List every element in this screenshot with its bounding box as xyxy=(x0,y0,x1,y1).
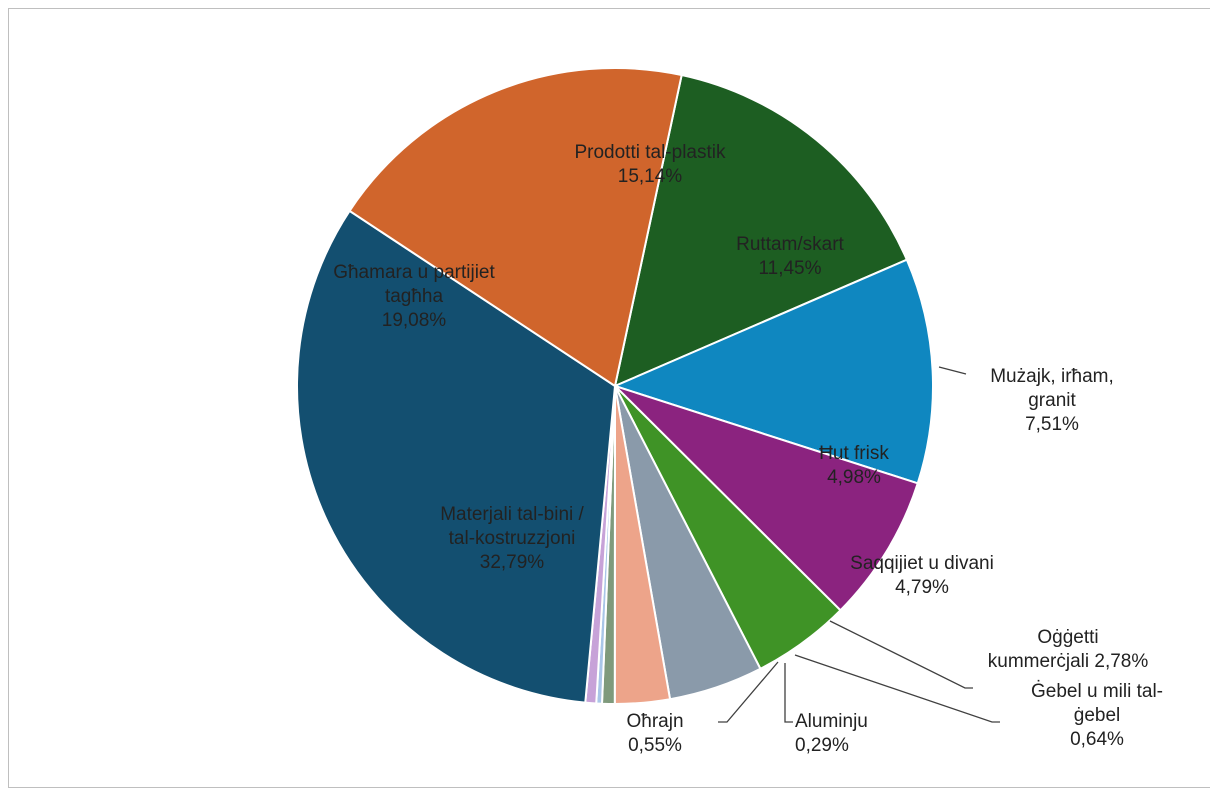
leader-line xyxy=(829,620,973,689)
slice-label: Ruttam/skart 11,45% xyxy=(736,234,844,279)
slice-labels: Prodotti tal-plastik 15,14% Ruttam/skart 11… xyxy=(333,142,1163,756)
slice-label-line: Prodotti tal-plastik xyxy=(574,142,726,163)
slice-label-line: Oħrajn xyxy=(626,711,683,732)
slice-label: Oġġetti kummerċjali 2,78% xyxy=(988,627,1149,672)
slice-label-line: 0,64% xyxy=(1070,729,1124,750)
slice-label-line: 0,55% xyxy=(628,735,682,756)
slice-label-line: kummerċjali 2,78% xyxy=(988,651,1149,672)
pie-slice xyxy=(613,73,909,388)
leader-line xyxy=(718,661,779,723)
slice-label: Saqqijiet u divani 4,79% xyxy=(850,553,994,598)
slice-label: Għamara u partijiet tagħha 19,08% xyxy=(333,262,495,331)
slice-label-line: Saqqijiet u divani xyxy=(850,553,994,574)
slice-label-line: 4,98% xyxy=(827,467,881,488)
slice-label: Materjali tal-bini / tal-kostruzzjoni 32,7… xyxy=(440,504,584,573)
slice-label-line: granit xyxy=(1028,390,1076,411)
slice-label: Ġebel u mili tal-ġebel 0,64% xyxy=(1031,680,1163,750)
slice-label-line: Mużajk, irħam, xyxy=(990,366,1114,387)
slice-label-line: Aluminju xyxy=(795,711,868,732)
slice-label-line: Ħut frisk xyxy=(819,443,889,464)
slice-label-line: Ruttam/skart xyxy=(736,234,844,255)
leader-line xyxy=(938,366,967,375)
pie-slices xyxy=(296,67,934,706)
slice-label: Ħut frisk 4,98% xyxy=(819,443,889,488)
leader-line xyxy=(784,663,793,723)
slice-label-line: 7,51% xyxy=(1025,414,1079,435)
slice-label: Prodotti tal-plastik 15,14% xyxy=(574,142,726,187)
slice-label-line: 19,08% xyxy=(382,310,447,331)
slice-label: Oħrajn 0,55% xyxy=(626,711,683,756)
pie-slice xyxy=(348,67,683,388)
slice-label-line: Għamara u partijiet xyxy=(333,262,495,283)
slice-label-line: Ġebel u mili tal- xyxy=(1031,680,1163,702)
slice-label-line: Materjali tal-bini / xyxy=(440,504,584,525)
slice-label: Mużajk, irħam, granit 7,51% xyxy=(990,366,1114,435)
slice-label-line: tal-kostruzzjoni xyxy=(449,528,576,549)
slice-label-line: tagħha xyxy=(385,286,444,307)
slice-label-line: 11,45% xyxy=(758,258,821,279)
slice-label-line: 0,29% xyxy=(795,735,849,756)
slice-label-line: ġebel xyxy=(1074,705,1121,726)
slice-label-line: Oġġetti xyxy=(1037,627,1098,648)
leader-line xyxy=(794,654,1000,723)
slice-label-line: 4,79% xyxy=(895,577,949,598)
slice-label-line: 32,79% xyxy=(480,552,545,573)
pie-slice xyxy=(614,385,919,612)
leader-lines xyxy=(718,366,1000,723)
slice-label-line: 15,14% xyxy=(618,166,683,187)
pie-slice xyxy=(612,258,934,485)
slice-label: Aluminju 0,29% xyxy=(795,711,868,756)
